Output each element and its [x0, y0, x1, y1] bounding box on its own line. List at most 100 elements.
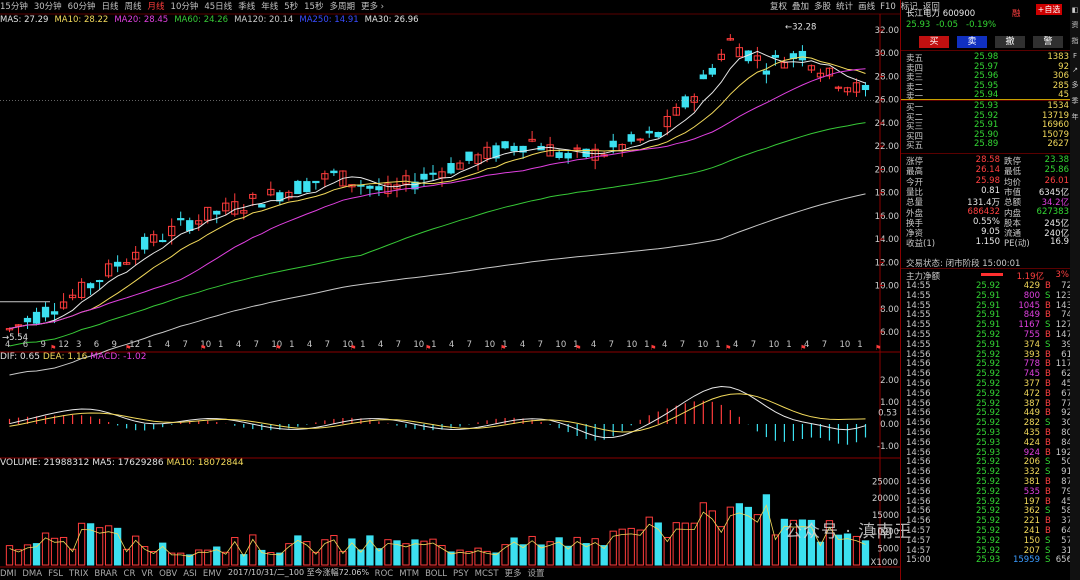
toolbar-button[interactable]: 画线	[858, 2, 876, 12]
dea-line	[9, 393, 866, 433]
period-tab[interactable]: 周线	[124, 2, 142, 12]
cell: 14:57	[906, 535, 931, 546]
kline-chart[interactable]: 32.0030.0028.0026.0024.0022.0020.0018.00…	[0, 0, 900, 580]
cell: B	[1045, 281, 1051, 291]
side-icon[interactable]: 资	[1071, 21, 1079, 29]
indicator-tab[interactable]: DMA	[22, 569, 43, 579]
trade-button[interactable]: 买	[919, 36, 949, 48]
toolbar-button[interactable]: 统计	[836, 2, 854, 12]
indicator-tab[interactable]: PSY	[452, 569, 469, 579]
macd-legend-item: MACD: -1.02	[90, 352, 147, 362]
cell: 交易状态: 闭市阶段 15:00:01	[906, 259, 1021, 269]
volume-bar	[113, 527, 122, 566]
period-tab[interactable]: 5秒	[284, 2, 299, 12]
cell: 25.94	[974, 90, 999, 100]
volume-bar	[267, 552, 275, 566]
period-tab[interactable]: 15分钟	[0, 2, 28, 12]
indicator-tab[interactable]: MTM	[399, 569, 420, 579]
toolbar-button[interactable]: 多股	[814, 2, 832, 12]
buy-level: 买三 25.91 16960	[904, 120, 1072, 132]
volume-bar	[654, 522, 662, 566]
period-tab[interactable]: 更多 ›	[360, 2, 385, 12]
period-tab[interactable]: 年线	[261, 2, 279, 12]
indicator-tab[interactable]: VR	[141, 569, 154, 579]
cell: 25.92	[976, 506, 1001, 517]
stat-row: 外盘 686432 内盘 627383	[904, 207, 1072, 219]
toolbar-button[interactable]: 复权	[770, 2, 788, 12]
side-icon[interactable]: ◧	[1071, 6, 1079, 14]
indicator-tab[interactable]: TRIX	[68, 569, 89, 579]
period-tab[interactable]: 30分钟	[33, 2, 62, 12]
side-icon[interactable]: 季	[1071, 97, 1079, 105]
candle	[258, 204, 266, 208]
trade-button[interactable]: 撤	[995, 36, 1025, 48]
indicator-tab[interactable]: ROC	[374, 569, 394, 579]
ma-line	[9, 122, 866, 347]
candle	[294, 180, 302, 195]
ma-legend: MAS: 27.29 MA10: 28.22 MA20: 28.45 MA60: 24…	[0, 15, 425, 25]
period-tab[interactable]: 10分钟	[170, 2, 199, 12]
price-tick: 24.00	[875, 119, 899, 129]
period-tab[interactable]: 季线	[238, 2, 256, 12]
volume-bar	[609, 530, 617, 566]
tick-row: 14:55 25.91 1167 S 127	[904, 320, 1072, 331]
volume-bar	[122, 548, 131, 566]
volume-bar	[5, 545, 14, 566]
candle	[762, 70, 771, 75]
side-icon[interactable]: 年	[1071, 113, 1079, 121]
toolbar-button[interactable]: 返回	[922, 2, 940, 12]
indicator-tab[interactable]: OBV	[159, 569, 178, 579]
cell: 3%	[1055, 270, 1070, 280]
period-tab[interactable]: 多周期	[329, 2, 355, 12]
indicator-tab[interactable]: ASI	[183, 569, 197, 579]
candle	[231, 201, 239, 215]
ma-legend-item: MA250: 14.91	[299, 15, 359, 25]
candle	[555, 152, 563, 159]
indicator-tab[interactable]: EMV	[202, 569, 222, 579]
indicator-tab[interactable]: BRAR	[94, 569, 118, 579]
side-icon[interactable]: F	[1072, 52, 1078, 60]
volume-bar	[438, 545, 446, 566]
cell: 150	[1023, 535, 1040, 546]
side-icon[interactable]: 指	[1071, 37, 1079, 45]
add-watchlist-button[interactable]: +自选	[1036, 4, 1062, 15]
candle	[456, 162, 464, 170]
trade-button[interactable]: 卖	[957, 36, 987, 48]
cell: S	[1045, 467, 1051, 478]
svg-text:⚑: ⚑	[650, 344, 656, 352]
toolbar-button[interactable]: 叠加	[792, 2, 810, 12]
trade-button[interactable]: 警	[1033, 36, 1063, 48]
side-icon[interactable]: 多	[1071, 81, 1079, 89]
buy-level: 买二 25.92 13719	[904, 111, 1072, 123]
cell: 23.38	[1044, 155, 1069, 165]
indicator-tab[interactable]: DMI	[0, 569, 17, 579]
side-icon[interactable]: ↗	[1072, 66, 1078, 74]
indicator-tab[interactable]: 设置	[527, 569, 545, 579]
cell: 14:56	[906, 467, 931, 478]
indicator-tab[interactable]: 更多	[504, 569, 522, 579]
period-tab[interactable]: 60分钟	[67, 2, 96, 12]
indicator-tab[interactable]: CR	[123, 569, 136, 579]
period-tab[interactable]: 45日线	[204, 2, 233, 12]
cell: 192	[1055, 447, 1072, 458]
cell: 25.91	[976, 320, 1001, 331]
period-tab[interactable]: 日线	[101, 2, 119, 12]
candle	[816, 72, 825, 78]
macd-tick: -1.00	[877, 442, 899, 452]
indicator-tab[interactable]: BOLL	[425, 569, 447, 579]
cell: 131.4万	[967, 198, 1000, 209]
indicator-tab[interactable]: FSL	[48, 569, 63, 579]
period-tab[interactable]: 月线	[147, 2, 165, 12]
cell: 25.97	[974, 61, 999, 72]
toolbar-button[interactable]: F10	[880, 2, 896, 12]
cell: 25.92	[976, 349, 1001, 360]
candle	[159, 240, 167, 243]
candle	[834, 86, 843, 89]
cell: 14:56	[906, 506, 931, 517]
tick-row: 14:56 25.92 377 B 45	[904, 379, 1072, 390]
toolbar-button[interactable]: 标记	[900, 2, 918, 12]
indicator-tab[interactable]: MCST	[474, 569, 499, 579]
max-price-label: ←32.28	[785, 23, 816, 33]
period-tab[interactable]: 15秒	[304, 2, 324, 12]
candle	[249, 193, 257, 199]
